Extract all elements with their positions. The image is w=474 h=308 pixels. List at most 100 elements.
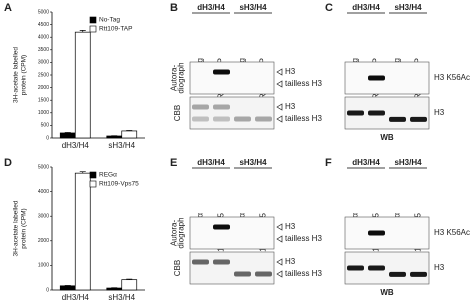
gel-band xyxy=(389,271,406,277)
gel-band xyxy=(192,104,209,110)
gel-band xyxy=(255,271,272,277)
gel-band xyxy=(410,271,427,277)
y-tick-label: 2000 xyxy=(38,238,49,244)
blot-footer: WB xyxy=(380,133,394,142)
blot-side-label: diograph xyxy=(177,62,186,93)
panel-letter: B xyxy=(170,2,178,14)
gel-blot xyxy=(189,251,275,285)
arrow-marker xyxy=(276,103,283,111)
gel-band xyxy=(368,230,385,236)
x-tick-label: sH3/H4 xyxy=(108,293,135,302)
x-tick-label: dH3/H4 xyxy=(62,141,90,150)
y-tick-label: 0 xyxy=(46,287,49,293)
y-tick-label: 4500 xyxy=(38,22,49,28)
arrow-marker xyxy=(276,270,283,278)
panel-letter: F xyxy=(325,157,332,169)
band-label: H3 xyxy=(285,102,296,111)
legend-label: REGα xyxy=(99,172,117,179)
blot-footer: WB xyxy=(380,288,394,297)
error-bar xyxy=(126,130,133,131)
panel-letter: D xyxy=(4,157,12,169)
group-label: dH3/H4 xyxy=(197,3,225,12)
band-label: tailless H3 xyxy=(285,234,322,243)
error-bar xyxy=(79,171,86,174)
y-tick-label: 3000 xyxy=(38,214,49,220)
panel-letter: C xyxy=(325,2,333,14)
gel-band xyxy=(368,265,385,271)
y-tick-label: 5000 xyxy=(38,164,49,170)
gel-band xyxy=(213,116,230,122)
gel-band xyxy=(213,224,230,230)
group-label: sH3/H4 xyxy=(394,3,422,12)
panel-letter: E xyxy=(170,157,177,169)
gel-band xyxy=(234,271,251,277)
y-tick-label: 1500 xyxy=(38,98,49,104)
panel-letter: A xyxy=(4,2,12,14)
bar xyxy=(74,31,91,139)
arrow-marker xyxy=(276,258,283,266)
y-axis-label: protein (CPM) xyxy=(21,55,28,95)
bar xyxy=(59,132,76,139)
y-tick-label: 5000 xyxy=(38,9,49,15)
legend-label: Rtt109-TAP xyxy=(99,26,132,33)
band-label: tailless H3 xyxy=(285,79,322,88)
y-tick-label: 4000 xyxy=(38,189,49,195)
x-tick-label: sH3/H4 xyxy=(108,141,135,150)
bar xyxy=(106,287,123,291)
gel-band xyxy=(213,104,230,110)
gel-blot xyxy=(189,96,275,130)
band-label: H3 xyxy=(285,67,296,76)
y-tick-label: 4000 xyxy=(38,35,49,41)
band-label: H3 K56Ac xyxy=(434,228,470,237)
group-label: dH3/H4 xyxy=(197,158,225,167)
y-axis-label: 3H-acetate labelled xyxy=(13,200,20,256)
gel-blot xyxy=(189,216,275,250)
gel-band xyxy=(347,110,364,116)
gel-blot xyxy=(189,61,275,95)
band-label: H3 K56Ac xyxy=(434,73,470,82)
bar xyxy=(106,135,123,139)
y-tick-label: 1000 xyxy=(38,263,49,269)
group-label: sH3/H4 xyxy=(239,3,267,12)
y-tick-label: 3500 xyxy=(38,47,49,53)
y-tick-label: 2000 xyxy=(38,85,49,91)
gel-band xyxy=(389,116,406,122)
bar xyxy=(121,130,138,139)
bar xyxy=(74,172,91,291)
legend-swatch xyxy=(89,25,97,33)
y-tick-label: 2500 xyxy=(38,72,49,78)
gel-band xyxy=(192,259,209,265)
error-bar xyxy=(126,278,133,280)
gel-band xyxy=(213,259,230,265)
legend-swatch xyxy=(89,171,97,179)
gel-band xyxy=(213,69,230,75)
y-tick-label: 0 xyxy=(46,135,49,141)
gel-band xyxy=(368,75,385,81)
band-label: H3 xyxy=(434,263,445,272)
group-label: sH3/H4 xyxy=(394,158,422,167)
legend-swatch xyxy=(89,180,97,188)
band-label: H3 xyxy=(285,257,296,266)
y-tick-label: 1000 xyxy=(38,110,49,116)
blot-side-label: diograph xyxy=(177,217,186,248)
group-label: dH3/H4 xyxy=(352,158,380,167)
blot-side-label: Autora- xyxy=(170,65,179,92)
error-bar xyxy=(64,132,71,133)
arrow-marker xyxy=(276,68,283,76)
arrow-marker xyxy=(276,223,283,231)
error-bar xyxy=(79,30,86,33)
gel-band xyxy=(368,110,385,116)
blot-side-label: CBB xyxy=(173,260,182,276)
gel-band xyxy=(192,116,209,122)
bar xyxy=(59,285,76,291)
gel-band xyxy=(255,116,272,122)
arrow-marker xyxy=(276,235,283,243)
band-label: H3 xyxy=(434,108,445,117)
blot-side-label: Autora- xyxy=(170,220,179,247)
gel-blot xyxy=(344,61,430,95)
y-axis-label: 3H-acetate labelled xyxy=(13,47,20,103)
y-tick-label: 500 xyxy=(41,123,50,129)
gel-band xyxy=(234,116,251,122)
y-axis-label: protein (CPM) xyxy=(21,208,28,248)
